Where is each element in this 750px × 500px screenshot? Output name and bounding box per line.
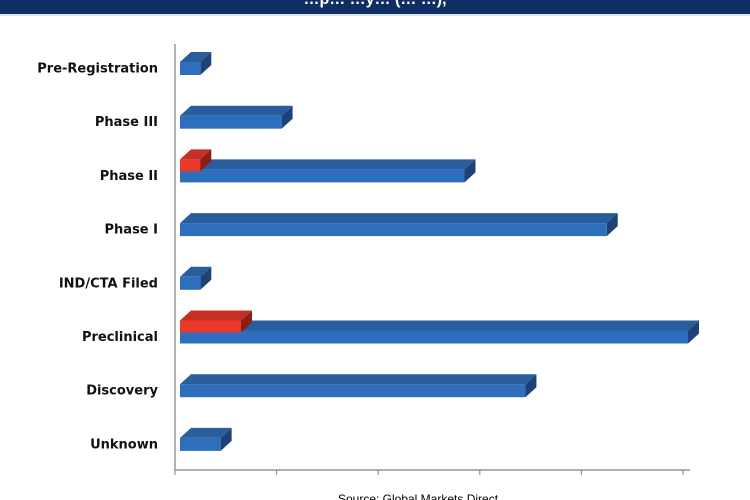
bar-series-1-top xyxy=(180,320,699,331)
category-label: Preclinical xyxy=(82,330,158,345)
chart-axes xyxy=(174,44,690,475)
bar-series-2-side xyxy=(240,310,252,333)
bar-series-1 xyxy=(180,427,232,451)
bar-series-1-side xyxy=(606,213,618,237)
bar-series-1-side xyxy=(220,427,232,451)
category-label: Phase III xyxy=(95,115,158,130)
bar-series-1-front xyxy=(180,115,282,129)
bar-series-2-side xyxy=(200,149,212,172)
category-label: Phase I xyxy=(105,223,158,238)
bar-series-1-front xyxy=(180,276,201,290)
chart-title: …p… …y… (… …), xyxy=(0,0,750,9)
bar-series-1 xyxy=(180,266,212,290)
bar-series-1-side xyxy=(688,320,699,344)
category-label: IND/CTA Filed xyxy=(59,276,158,291)
bar-series-1 xyxy=(180,213,618,237)
category-labels: Pre-Registration Phase III Phase II Phase I… xyxy=(37,62,158,453)
bar-series-1 xyxy=(180,52,212,75)
bar-series-1-front xyxy=(180,384,526,398)
bar-series-1-top xyxy=(180,159,476,170)
bar-series-2 xyxy=(180,149,212,172)
bar-series-1-side xyxy=(200,52,212,75)
bar-series-1-front xyxy=(180,223,607,237)
bar-series-1-top xyxy=(180,105,293,116)
category-label: Phase II xyxy=(100,169,158,184)
bar-series-1-top xyxy=(180,427,232,438)
bar-series-1-top xyxy=(180,266,212,277)
bar-series-1-front xyxy=(180,169,465,183)
bar-series-1-side xyxy=(464,159,476,183)
bar-series-2-top xyxy=(180,310,252,321)
bar-series-1-front xyxy=(180,62,201,75)
bar-series-2-front xyxy=(180,159,201,172)
bar-series-1-side xyxy=(281,105,293,129)
category-label: Pre-Registration xyxy=(37,62,158,77)
bar-series-1 xyxy=(180,374,537,398)
title-bar: …p… …y… (… …), xyxy=(0,0,750,16)
bar-series-1-front xyxy=(180,437,221,451)
bar-series-2-top xyxy=(180,149,212,160)
source-note: Source: Global Markets Direct xyxy=(337,492,499,500)
bar-series-1-front xyxy=(180,330,688,344)
category-label: Discovery xyxy=(86,384,158,399)
chart-bars xyxy=(180,52,699,451)
bar-series-2 xyxy=(180,310,252,333)
bar-series-1 xyxy=(180,159,476,183)
category-label: Unknown xyxy=(90,437,158,452)
bar-series-1-top xyxy=(180,52,212,62)
bar-series-1-top xyxy=(180,374,537,385)
bar-series-1-side xyxy=(525,374,537,398)
bar-series-1 xyxy=(180,105,293,129)
bar-series-1-top xyxy=(180,213,618,224)
bar-series-1 xyxy=(180,320,699,344)
bar-series-2-front xyxy=(180,320,241,333)
bar-series-1-side xyxy=(200,266,212,290)
